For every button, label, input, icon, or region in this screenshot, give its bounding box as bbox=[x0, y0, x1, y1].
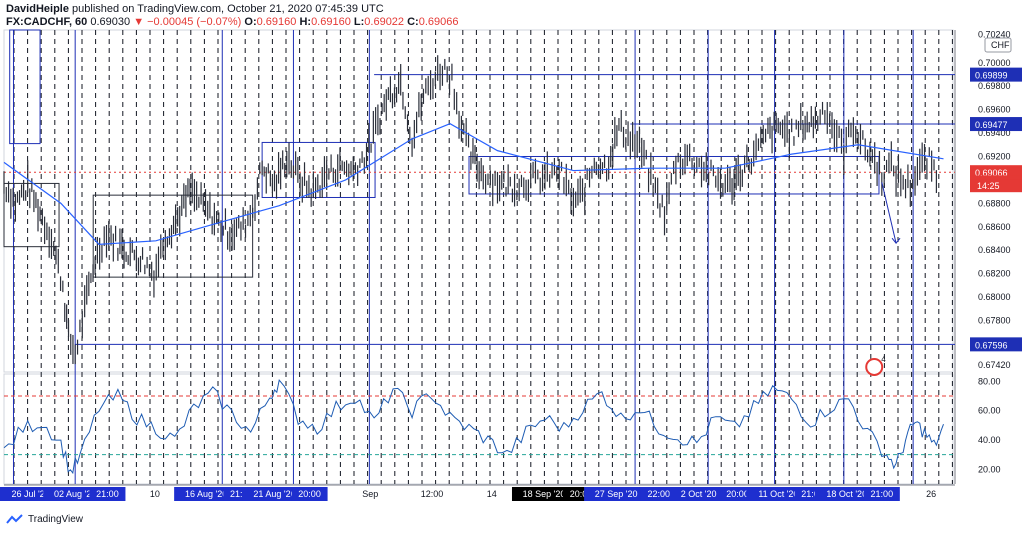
author-name[interactable]: DavidHeiple bbox=[6, 3, 69, 15]
alert-marker-label: 4 bbox=[881, 355, 886, 364]
x-tick-label: Sep bbox=[362, 489, 378, 499]
oscillator-pane bbox=[3, 373, 954, 485]
x-tick-label: 27 Sep '20 bbox=[595, 489, 638, 499]
oscillator-tick-label: 40.00 bbox=[978, 435, 1001, 445]
symbol-label[interactable]: FX:CADCHF, 60 bbox=[6, 16, 88, 28]
x-tick-label: 26 bbox=[926, 489, 936, 499]
x-tick-label: 21:00 bbox=[96, 489, 119, 499]
oscillator-tick-label: 80.00 bbox=[978, 376, 1001, 386]
price-badge-label: 0.69477 bbox=[975, 120, 1008, 130]
time-axis-highlight bbox=[746, 487, 811, 501]
price-badge bbox=[970, 117, 1022, 132]
time-axis-highlight bbox=[174, 487, 239, 501]
time-axis-highlight bbox=[584, 487, 649, 501]
y-tick-label: 0.68600 bbox=[978, 222, 1011, 232]
y-tick-label: 0.69200 bbox=[978, 151, 1011, 161]
y-tick-label: 0.68800 bbox=[978, 198, 1011, 208]
publish-info: published on TradingView.com, October 21… bbox=[72, 3, 384, 15]
x-tick-label: 12:00 bbox=[421, 489, 444, 499]
y-tick-label: 0.69800 bbox=[978, 81, 1011, 91]
moving-average-line bbox=[3, 123, 944, 245]
projection-arrow bbox=[881, 182, 897, 244]
low-label: L: bbox=[353, 16, 365, 28]
price-change: ▼ −0.00045 (−0.07%) bbox=[133, 16, 242, 28]
time-axis-highlight bbox=[511, 487, 576, 501]
time-axis-highlight bbox=[669, 487, 728, 501]
open-label: O: bbox=[244, 16, 257, 28]
close-label: C: bbox=[407, 16, 419, 28]
high-label: H: bbox=[299, 16, 312, 28]
x-tick-label: 21:00 bbox=[801, 489, 824, 499]
x-tick-label: 22:00 bbox=[648, 489, 671, 499]
price-badge bbox=[970, 67, 1022, 82]
oscillator-tick-label: 20.00 bbox=[978, 464, 1001, 474]
symbol-line: FX:CADCHF, 60 0.69030 ▼ −0.00045 (−0.07%… bbox=[6, 16, 458, 28]
price-badge-label: 0.67596 bbox=[975, 340, 1008, 350]
oscillator-tick-label: 60.00 bbox=[978, 406, 1001, 416]
x-tick-label: 20:00 bbox=[570, 489, 593, 499]
projection-arrow-head bbox=[891, 237, 901, 244]
open-value: 0.69160 bbox=[256, 16, 297, 28]
countdown-label: 14:25 bbox=[977, 181, 1000, 191]
price-badge bbox=[970, 337, 1022, 352]
time-axis-highlight bbox=[242, 487, 307, 501]
countdown-badge bbox=[970, 179, 1022, 193]
x-tick-label: 18 Sep '20 bbox=[523, 489, 566, 499]
y-tick-label: 0.67420 bbox=[978, 360, 1011, 370]
price-chart[interactable]: 40.702400.700000.698000.696000.694000.69… bbox=[0, 0, 1024, 509]
time-axis-highlight bbox=[640, 487, 677, 501]
y-tick-label: 0.67800 bbox=[978, 315, 1011, 325]
close-value: 0.69066 bbox=[418, 16, 459, 28]
y-tick-label: 0.69400 bbox=[978, 128, 1011, 138]
x-tick-label: 16 Aug '20 bbox=[185, 489, 227, 499]
high-value: 0.69160 bbox=[311, 16, 351, 28]
time-axis-highlight bbox=[89, 487, 126, 501]
currency-badge bbox=[984, 37, 1012, 53]
time-axis-highlight bbox=[863, 487, 900, 501]
low-value: 0.69022 bbox=[364, 16, 405, 28]
y-tick-label: 0.70000 bbox=[978, 58, 1011, 68]
x-tick-label: 21:00 bbox=[230, 489, 253, 499]
tradingview-logo-icon bbox=[6, 514, 23, 524]
y-tick-label: 0.70240 bbox=[978, 30, 1011, 40]
last-price: 0.69030 bbox=[90, 16, 131, 28]
range-box bbox=[92, 194, 254, 278]
x-tick-label: 11 Oct '20 bbox=[758, 489, 798, 499]
alert-marker-icon bbox=[865, 357, 884, 376]
x-tick-label: 21 Aug '20 bbox=[253, 489, 295, 499]
currency-badge-label: CHF bbox=[991, 40, 1010, 50]
x-tick-label: 20:00 bbox=[726, 489, 749, 499]
x-tick-label: 14 bbox=[487, 489, 497, 499]
x-tick-label: 2 Oct '20 bbox=[681, 489, 717, 499]
time-axis-highlight bbox=[291, 487, 328, 501]
x-tick-label: 02 Aug '20 bbox=[54, 489, 96, 499]
oscillator-line bbox=[3, 378, 944, 475]
range-box bbox=[9, 29, 41, 145]
y-tick-label: 0.68200 bbox=[978, 269, 1011, 279]
chart-header: DavidHeiple published on TradingView.com… bbox=[0, 0, 1024, 28]
price-pane bbox=[3, 29, 954, 373]
time-axis-highlight bbox=[814, 487, 879, 501]
y-tick-label: 0.68000 bbox=[978, 292, 1011, 302]
x-tick-label: 10 bbox=[150, 489, 160, 499]
x-tick-label: 26 Jul '20 bbox=[11, 489, 49, 499]
price-badge-label: 0.69066 bbox=[975, 168, 1008, 178]
y-tick-label: 0.69600 bbox=[978, 105, 1011, 115]
x-tick-label: 18 Oct '20 bbox=[826, 489, 867, 499]
price-badge-label: 0.69899 bbox=[975, 71, 1008, 81]
publish-line: DavidHeiple published on TradingView.com… bbox=[6, 3, 384, 15]
range-box bbox=[468, 155, 880, 195]
x-tick-label: 21:00 bbox=[871, 489, 894, 499]
y-tick-label: 0.68400 bbox=[978, 245, 1011, 255]
brand-name: TradingView bbox=[28, 513, 84, 525]
tradingview-brand[interactable]: TradingView bbox=[6, 513, 83, 525]
x-tick-label: 20:00 bbox=[298, 489, 321, 499]
